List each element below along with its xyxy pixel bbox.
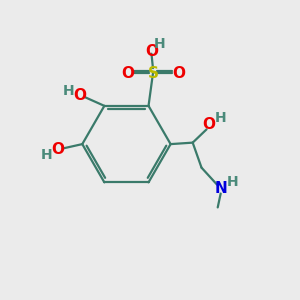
Text: O: O — [121, 66, 134, 81]
Text: H: H — [214, 111, 226, 125]
Text: O: O — [202, 118, 215, 133]
Text: S: S — [147, 66, 158, 81]
Text: H: H — [154, 37, 166, 51]
Text: N: N — [214, 181, 227, 196]
Text: O: O — [74, 88, 87, 103]
Text: H: H — [227, 175, 239, 189]
Text: H: H — [40, 148, 52, 162]
Text: O: O — [172, 66, 185, 81]
Text: H: H — [63, 84, 74, 98]
Text: O: O — [145, 44, 158, 59]
Text: O: O — [52, 142, 64, 158]
